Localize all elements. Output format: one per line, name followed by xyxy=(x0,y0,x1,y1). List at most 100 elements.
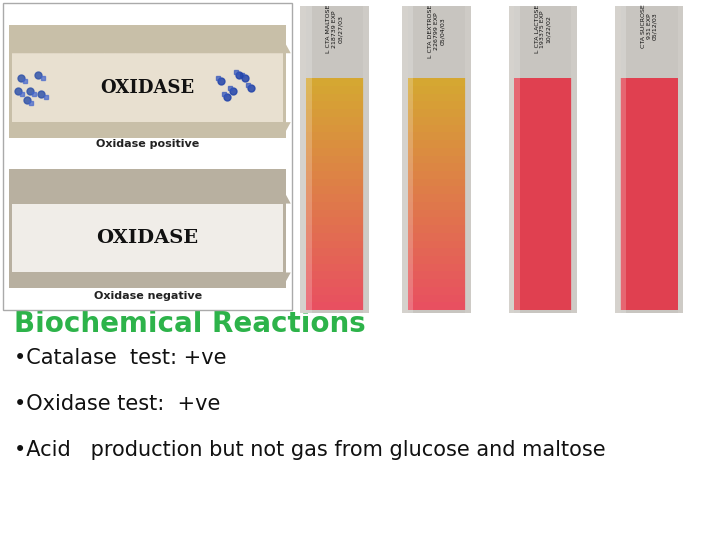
Bar xyxy=(306,294,364,302)
Polygon shape xyxy=(53,44,63,53)
Polygon shape xyxy=(167,122,177,132)
Polygon shape xyxy=(239,194,249,204)
Polygon shape xyxy=(32,122,42,132)
Polygon shape xyxy=(260,273,270,282)
Bar xyxy=(408,101,466,109)
Polygon shape xyxy=(42,194,53,204)
Polygon shape xyxy=(146,194,156,204)
Polygon shape xyxy=(156,194,167,204)
Polygon shape xyxy=(260,122,270,132)
Bar xyxy=(408,186,466,194)
Text: L CTA LACTOSE
193375 EXP
10/22/02: L CTA LACTOSE 193375 EXP 10/22/02 xyxy=(534,5,552,53)
Polygon shape xyxy=(84,122,94,132)
Bar xyxy=(306,201,364,210)
Text: L CTA DEXTROSE
226799 EXP
05/04/03: L CTA DEXTROSE 226799 EXP 05/04/03 xyxy=(428,5,445,58)
Bar xyxy=(306,240,364,248)
Polygon shape xyxy=(94,44,105,53)
Bar xyxy=(306,139,364,148)
Bar xyxy=(408,171,466,179)
Text: Biochemical Reactions: Biochemical Reactions xyxy=(14,310,366,339)
Polygon shape xyxy=(53,194,63,204)
Polygon shape xyxy=(167,194,177,204)
Polygon shape xyxy=(63,194,73,204)
FancyBboxPatch shape xyxy=(402,6,471,313)
Polygon shape xyxy=(73,273,84,282)
Bar xyxy=(306,178,364,186)
Bar xyxy=(408,225,466,233)
Bar xyxy=(408,109,466,117)
Polygon shape xyxy=(84,44,94,53)
Polygon shape xyxy=(229,194,239,204)
Bar xyxy=(306,271,364,279)
Polygon shape xyxy=(249,273,260,282)
Polygon shape xyxy=(281,273,291,282)
Polygon shape xyxy=(208,122,218,132)
Polygon shape xyxy=(115,273,125,282)
Bar xyxy=(465,6,471,313)
Bar xyxy=(306,109,364,117)
Polygon shape xyxy=(281,194,291,204)
Text: L CTA MALTOSE
218739 EXP
03/27/03: L CTA MALTOSE 218739 EXP 03/27/03 xyxy=(326,5,343,53)
Bar xyxy=(306,279,364,287)
Bar xyxy=(621,6,626,313)
Polygon shape xyxy=(22,122,32,132)
Polygon shape xyxy=(146,44,156,53)
Polygon shape xyxy=(94,122,105,132)
Bar xyxy=(306,248,364,256)
Bar xyxy=(306,225,364,233)
Bar xyxy=(306,186,364,194)
Polygon shape xyxy=(249,44,260,53)
Polygon shape xyxy=(167,273,177,282)
Polygon shape xyxy=(32,194,42,204)
Polygon shape xyxy=(105,194,115,204)
Polygon shape xyxy=(229,122,239,132)
Text: •Oxidase test:  +ve: •Oxidase test: +ve xyxy=(14,394,221,414)
Polygon shape xyxy=(177,194,187,204)
Polygon shape xyxy=(239,273,249,282)
Polygon shape xyxy=(32,44,42,53)
Polygon shape xyxy=(136,44,146,53)
Polygon shape xyxy=(249,194,260,204)
Polygon shape xyxy=(239,122,249,132)
Bar xyxy=(306,124,364,132)
Bar xyxy=(306,132,364,140)
Polygon shape xyxy=(260,44,270,53)
FancyBboxPatch shape xyxy=(9,169,287,288)
Text: •Catalase  test: +ve: •Catalase test: +ve xyxy=(14,348,227,368)
Bar xyxy=(408,78,466,86)
Bar xyxy=(408,255,466,264)
Polygon shape xyxy=(53,273,63,282)
Polygon shape xyxy=(84,194,94,204)
Bar xyxy=(306,6,312,313)
Polygon shape xyxy=(115,194,125,204)
Bar xyxy=(408,217,466,225)
Polygon shape xyxy=(73,122,84,132)
Polygon shape xyxy=(239,44,249,53)
Polygon shape xyxy=(270,44,281,53)
Bar xyxy=(408,116,466,125)
Bar xyxy=(408,178,466,186)
Polygon shape xyxy=(12,273,22,282)
Bar xyxy=(408,232,466,240)
Bar xyxy=(514,6,520,313)
Bar xyxy=(408,193,466,202)
Text: CTA SUCROSE
931 EXP
05/12/03: CTA SUCROSE 931 EXP 05/12/03 xyxy=(641,5,657,49)
Polygon shape xyxy=(187,44,198,53)
Bar xyxy=(306,147,364,156)
Polygon shape xyxy=(156,44,167,53)
Polygon shape xyxy=(42,273,53,282)
Polygon shape xyxy=(105,273,115,282)
Polygon shape xyxy=(63,273,73,282)
Bar xyxy=(402,6,408,313)
Polygon shape xyxy=(198,194,208,204)
Bar xyxy=(306,286,364,295)
Polygon shape xyxy=(146,122,156,132)
Bar xyxy=(306,155,364,163)
Polygon shape xyxy=(249,122,260,132)
FancyBboxPatch shape xyxy=(615,6,683,313)
FancyBboxPatch shape xyxy=(3,3,292,310)
Polygon shape xyxy=(53,122,63,132)
Polygon shape xyxy=(94,194,105,204)
Bar xyxy=(306,209,364,218)
Bar xyxy=(408,124,466,132)
